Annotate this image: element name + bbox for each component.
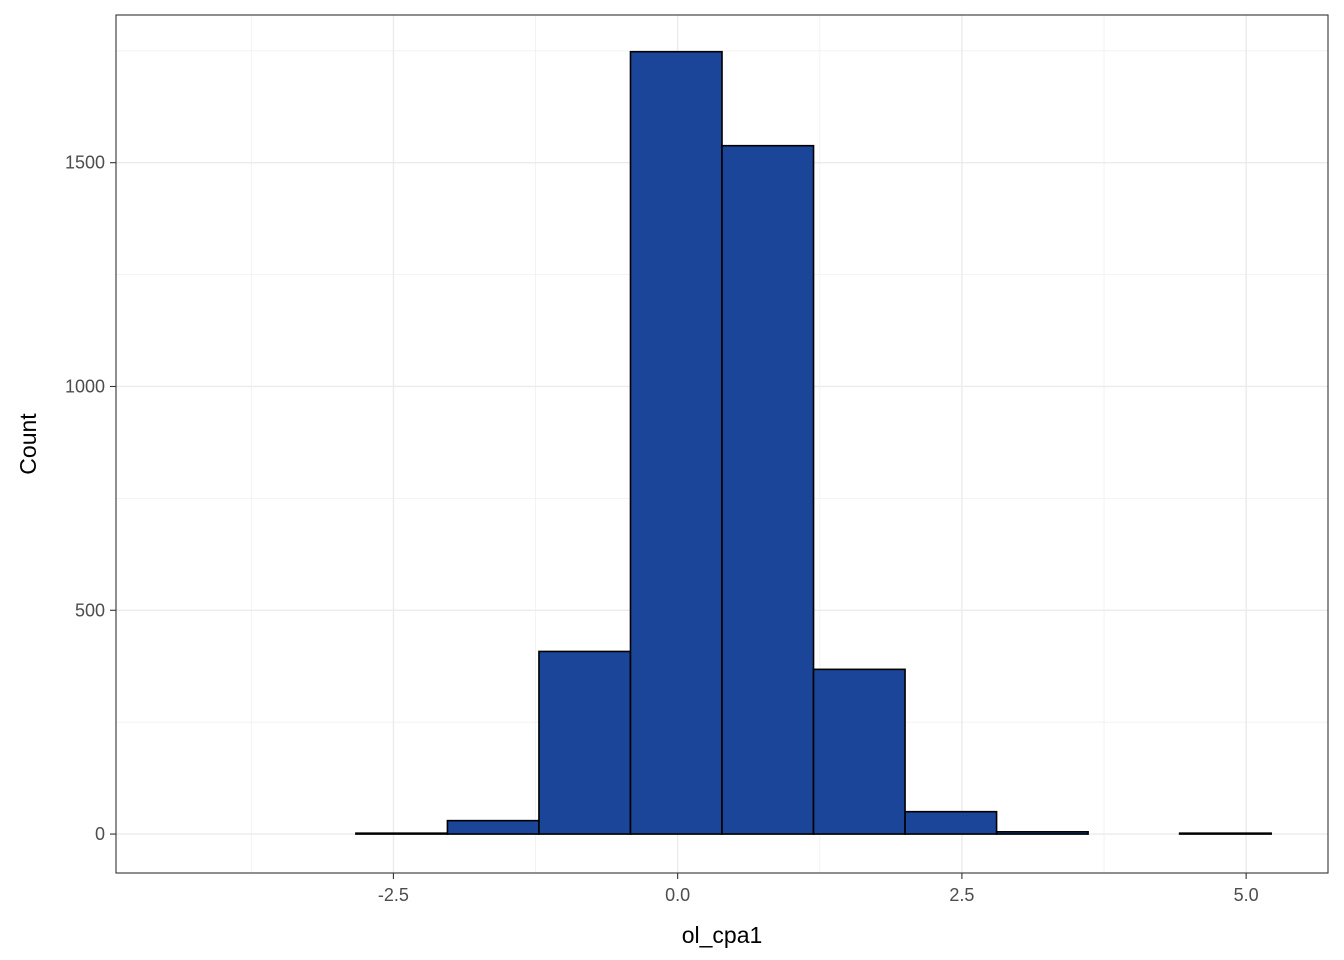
histogram-bars [355,50,1272,835]
x-tick-label: 2.5 [949,885,974,905]
y-tick-label: 0 [95,824,105,844]
y-tick-label: 500 [75,600,105,620]
plot-panel-border [115,14,1329,874]
x-tick-label: 0.0 [665,885,690,905]
x-axis-title: ol_cpa1 [682,922,763,948]
x-axis-ticks: -2.5 0.0 2.5 5.0 [378,873,1259,905]
y-tick-label: 1500 [65,153,105,173]
histogram-bar [1178,832,1272,835]
histogram-bar [812,668,906,835]
histogram-bar [355,832,449,835]
histogram-bar [538,650,632,835]
x-tick-label: -2.5 [378,885,409,905]
histogram-bar [904,810,998,835]
y-axis-ticks: 0 500 1000 1500 [65,153,116,844]
histogram-bar [629,50,723,835]
histogram-bar [446,819,540,835]
y-tick-label: 1000 [65,376,105,396]
histogram-bar [995,831,1089,835]
x-tick-label: 5.0 [1234,885,1259,905]
y-axis-title: Count [15,413,41,475]
histogram-bar [721,144,815,835]
